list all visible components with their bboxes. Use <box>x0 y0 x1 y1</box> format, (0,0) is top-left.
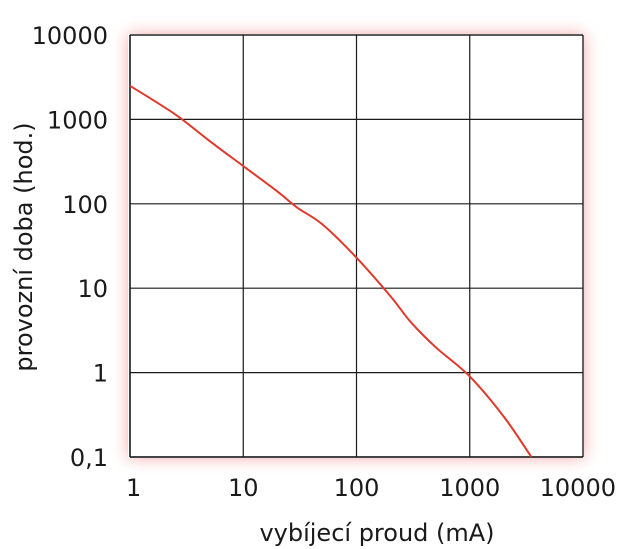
y-tick-label: 1000 <box>47 106 108 134</box>
x-tick-label: 1000 <box>439 474 500 502</box>
series-layer <box>129 84 533 458</box>
y-axis-label: provozní doba (hod.) <box>10 122 38 371</box>
series-line-0 <box>129 84 533 458</box>
grid <box>129 34 584 458</box>
y-tick-label: 100 <box>62 191 108 219</box>
y-tick-label: 1 <box>93 360 108 388</box>
x-tick-label: 10000 <box>540 474 616 502</box>
x-tick-label: 10 <box>228 474 259 502</box>
x-axis-label: vybíjecí proud (mA) <box>259 519 494 547</box>
x-tick-label: 100 <box>334 474 380 502</box>
y-tick-label: 0,1 <box>70 444 108 472</box>
x-tick-label: 1 <box>126 474 141 502</box>
y-tick-labels: 0,1 1 10 100 1000 10000 <box>32 22 108 472</box>
x-tick-labels: 1 10 100 1000 10000 <box>126 474 616 502</box>
y-tick-label: 10000 <box>32 22 108 50</box>
y-tick-label: 10 <box>77 275 108 303</box>
